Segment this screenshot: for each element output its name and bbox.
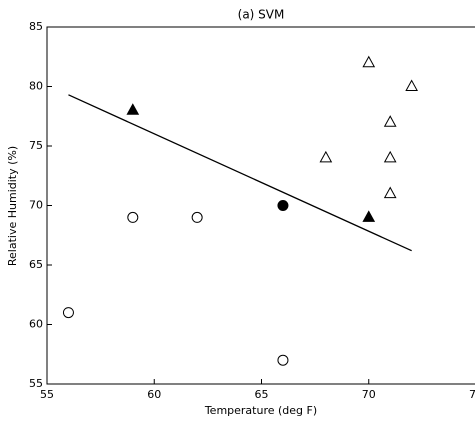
x-tick-label: 55 xyxy=(40,388,54,401)
point xyxy=(126,103,140,115)
decision-boundary xyxy=(68,94,412,252)
point xyxy=(62,307,74,319)
point xyxy=(127,211,139,223)
y-tick-label: 65 xyxy=(29,258,43,271)
y-tick-label: 70 xyxy=(29,199,43,212)
x-tick-label: 70 xyxy=(362,388,376,401)
point xyxy=(277,354,289,366)
point xyxy=(191,211,203,223)
y-tick-label: 60 xyxy=(29,318,43,331)
point xyxy=(319,150,333,163)
point xyxy=(362,210,376,222)
y-tick-label: 75 xyxy=(29,139,43,152)
y-tick-label: 80 xyxy=(29,80,43,93)
x-tick-label: 60 xyxy=(147,388,161,401)
point xyxy=(383,115,397,127)
point xyxy=(383,186,397,199)
y-tick-label: 85 xyxy=(29,20,43,33)
point xyxy=(383,150,397,163)
point xyxy=(277,200,289,211)
y-tick-label: 55 xyxy=(29,377,43,390)
chart-title: (a) SVM xyxy=(238,8,285,22)
x-tick-label: 65 xyxy=(255,388,269,401)
plot-frame xyxy=(46,26,475,385)
x-axis-label: Temperature (deg F) xyxy=(204,404,317,417)
x-tick-label: 75 xyxy=(469,388,475,401)
y-axis-label: Relative Humidity (%) xyxy=(6,146,19,266)
point xyxy=(405,79,418,91)
point xyxy=(362,55,376,68)
